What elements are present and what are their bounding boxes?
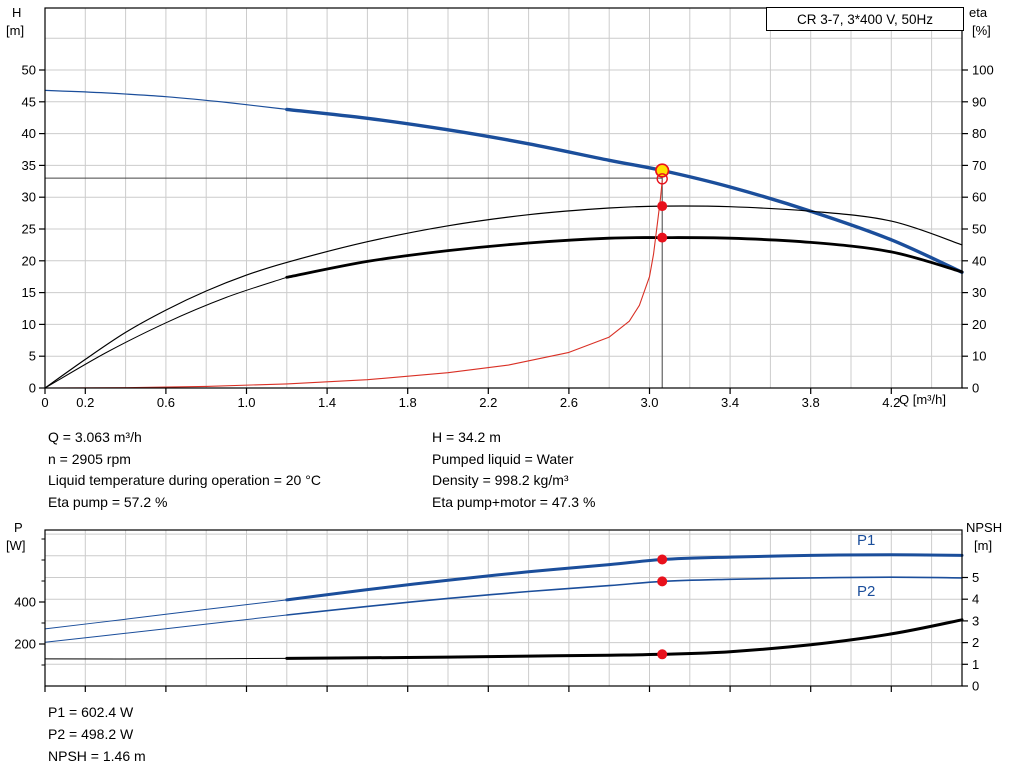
svg-text:5: 5	[972, 570, 979, 585]
duty-point-marker	[655, 163, 670, 178]
svg-text:1: 1	[972, 657, 979, 672]
info-line-temp: Liquid temperature during operation = 20…	[48, 472, 321, 488]
info-line-p2: P2 = 498.2 W	[48, 726, 134, 742]
svg-text:1.8: 1.8	[399, 395, 417, 410]
pump-model-title: CR 3-7, 3*400 V, 50Hz	[766, 7, 964, 31]
svg-text:2.6: 2.6	[560, 395, 578, 410]
svg-text:5: 5	[29, 349, 36, 364]
info-line-q: Q = 3.063 m³/h	[48, 429, 142, 445]
h-curve	[285, 107, 964, 274]
svg-text:10: 10	[22, 317, 36, 332]
svg-text:3.0: 3.0	[640, 395, 658, 410]
grid-lines	[45, 8, 962, 388]
svg-text:1.0: 1.0	[237, 395, 255, 410]
npsh-axis-label: NPSH	[966, 520, 1003, 535]
info-line-npsh: NPSH = 1.46 m	[48, 748, 146, 764]
power-npsh-info: P1 = 602.4 W P2 = 498.2 W NPSH = 1.46 m	[48, 701, 146, 767]
svg-text:60: 60	[972, 190, 986, 205]
operating-point-info-right: H = 34.2 m Pumped liquid = Water Density…	[432, 427, 595, 513]
p2-lead	[44, 614, 288, 643]
eta-motor-lead	[44, 276, 288, 389]
operating-point-dot	[657, 576, 668, 587]
system-curve-ring	[656, 173, 668, 185]
eta-pump-curve	[44, 205, 963, 389]
eta-axis-label: eta	[969, 5, 988, 20]
svg-text:50: 50	[972, 222, 986, 237]
svg-text:200: 200	[14, 637, 36, 652]
h-axis-label: H	[12, 5, 22, 20]
svg-text:80: 80	[972, 126, 986, 141]
svg-text:0: 0	[41, 395, 48, 410]
operating-point-dot	[657, 649, 668, 660]
eta-motor-curve	[285, 236, 964, 279]
operating-point-dot	[657, 232, 668, 243]
svg-text:0: 0	[972, 679, 979, 694]
system-curve	[44, 180, 663, 389]
p1-curve	[285, 553, 964, 602]
info-line-eta-motor: Eta pump+motor = 47.3 %	[432, 493, 596, 510]
svg-text:3: 3	[972, 613, 979, 628]
svg-text:30: 30	[972, 285, 986, 300]
info-line-p1: P1 = 602.4 W	[48, 704, 134, 720]
svg-text:1.4: 1.4	[318, 395, 336, 410]
svg-text:40: 40	[22, 126, 36, 141]
p-axis-label: P	[14, 520, 23, 535]
p2-curve	[286, 576, 963, 616]
svg-text:0.2: 0.2	[76, 395, 94, 410]
svg-text:2: 2	[972, 635, 979, 650]
svg-text:0: 0	[29, 381, 36, 396]
operating-point-info-left: Q = 3.063 m³/h n = 2905 rpm Liquid tempe…	[48, 427, 321, 513]
svg-text:50: 50	[22, 63, 36, 78]
info-line-liquid: Pumped liquid = Water	[432, 450, 574, 467]
svg-text:4: 4	[972, 592, 979, 607]
info-line-h: H = 34.2 m	[432, 429, 501, 445]
svg-text:25: 25	[22, 222, 36, 237]
svg-text:15: 15	[22, 285, 36, 300]
svg-text:4.2: 4.2	[882, 395, 900, 410]
h-axis-unit: [m]	[6, 23, 25, 38]
svg-text:30: 30	[22, 190, 36, 205]
svg-text:90: 90	[972, 94, 986, 109]
operating-point-dot	[657, 554, 668, 565]
svg-text:0: 0	[972, 381, 979, 396]
info-line-n: n = 2905 rpm	[48, 450, 131, 467]
qh-efficiency-chart: 0 0.2 0.6 1.0 1.4 1.8 2.2 2.6 3.0 3.4 3.8 4.2 0 5 10 15…	[22, 7, 994, 411]
svg-text:0.6: 0.6	[157, 395, 175, 410]
operating-point-dot	[657, 201, 668, 212]
npsh-curve	[285, 618, 964, 660]
curve-label-p2: P2	[857, 583, 875, 600]
svg-text:70: 70	[972, 158, 986, 173]
p1-lead	[44, 599, 288, 630]
eta-axis-unit: [%]	[972, 23, 991, 38]
info-line-density: Density = 998.2 kg/m³	[432, 472, 569, 488]
svg-text:3.8: 3.8	[802, 395, 820, 410]
svg-text:10: 10	[972, 349, 986, 364]
info-line-eta-pump: Eta pump = 57.2 %	[48, 493, 168, 510]
p-axis-unit: [W]	[6, 538, 26, 553]
axis-ticks: 0 0.2 0.6 1.0 1.4 1.8 2.2 2.6 3.0 3.4 3.8 4.2 0 5 10 15…	[22, 63, 994, 411]
plot-frame	[44, 7, 963, 389]
axis-ticks: 200 400 0 1 2 3 4 5	[14, 538, 979, 694]
svg-text:20: 20	[22, 253, 36, 268]
svg-text:35: 35	[22, 158, 36, 173]
npsh-lead	[44, 657, 288, 660]
h-curve-lead	[44, 89, 288, 110]
grid-lines	[45, 530, 962, 686]
plot-frame	[44, 529, 963, 687]
power-npsh-chart: P1 P2 200 400 0 1 2 3 4 5	[14, 529, 979, 694]
svg-text:100: 100	[972, 63, 994, 78]
svg-text:45: 45	[22, 94, 36, 109]
svg-text:40: 40	[972, 253, 986, 268]
npsh-axis-unit: [m]	[974, 538, 993, 553]
q-axis-label: Q [m³/h]	[899, 392, 946, 407]
svg-text:3.4: 3.4	[721, 395, 739, 410]
svg-text:2.2: 2.2	[479, 395, 497, 410]
svg-text:400: 400	[14, 595, 36, 610]
svg-text:20: 20	[972, 317, 986, 332]
curve-label-p1: P1	[857, 532, 875, 549]
